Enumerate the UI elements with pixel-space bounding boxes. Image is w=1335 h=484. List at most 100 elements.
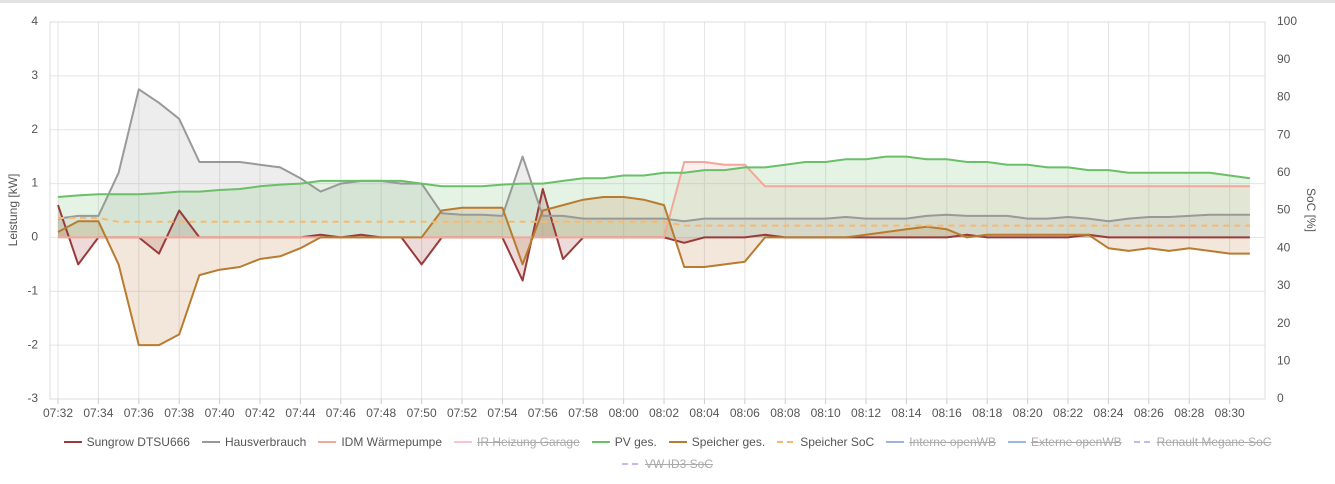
legend-item[interactable]: Hausverbrauch xyxy=(201,434,307,450)
y2-tick-label: 70 xyxy=(1277,127,1291,141)
x-tick-label: 08:08 xyxy=(770,406,800,420)
x-tick-label: 08:14 xyxy=(891,406,921,420)
area-fill xyxy=(58,162,1250,238)
legend-item[interactable]: VW ID3 SoC xyxy=(621,456,713,472)
x-tick-label: 07:50 xyxy=(407,406,437,420)
x-tick-label: 08:22 xyxy=(1053,406,1083,420)
series-line xyxy=(57,196,1250,347)
x-tick-label: 07:44 xyxy=(285,406,315,420)
chart: Leistung [kW] SoC [%] -3-2-1012340102030… xyxy=(0,0,1335,420)
legend-swatch xyxy=(777,441,796,443)
y2-tick-label: 20 xyxy=(1277,316,1291,330)
area-fill xyxy=(58,197,1250,346)
legend-swatch xyxy=(886,441,905,443)
legend-label: IR Heizung Garage xyxy=(477,435,580,449)
y-tick-label: 2 xyxy=(31,122,38,136)
area-fill xyxy=(58,156,1250,238)
y2-axis-label: SoC [%] xyxy=(1304,188,1318,232)
x-tick-label: 07:34 xyxy=(83,406,113,420)
y2-tick-label: 90 xyxy=(1277,52,1291,66)
x-tick-label: 07:32 xyxy=(43,406,73,420)
y2-tick-label: 0 xyxy=(1277,391,1284,405)
y2-tick-label: 30 xyxy=(1277,278,1291,292)
x-tick-label: 07:48 xyxy=(366,406,396,420)
x-tick-label: 07:58 xyxy=(568,406,598,420)
x-tick-label: 08:24 xyxy=(1093,406,1123,420)
y-tick-label: 0 xyxy=(31,230,38,244)
x-tick-label: 07:38 xyxy=(164,406,194,420)
legend-label: Renault Megane SoC xyxy=(1156,435,1272,449)
y2-tick-label: 50 xyxy=(1277,203,1291,217)
x-tick-label: 07:56 xyxy=(528,406,558,420)
series-line xyxy=(57,155,1251,198)
legend-label: PV ges. xyxy=(614,435,657,449)
series-line xyxy=(58,217,1250,227)
y-tick-label: -3 xyxy=(27,391,38,405)
legend: Sungrow DTSU666 Hausverbrauch IDM Wärmepum… xyxy=(40,434,1295,472)
y-tick-label: -2 xyxy=(27,337,38,351)
x-tick-label: 07:40 xyxy=(205,406,235,420)
grid xyxy=(50,21,1265,400)
legend-label: Sungrow DTSU666 xyxy=(86,435,190,449)
legend-label: Interne openWB xyxy=(909,435,996,449)
legend-item[interactable]: Externe openWB xyxy=(1007,434,1122,450)
legend-swatch xyxy=(621,463,640,465)
legend-label: Speicher SoC xyxy=(800,435,875,449)
legend-swatch xyxy=(1133,441,1152,443)
legend-item[interactable]: Interne openWB xyxy=(886,434,996,450)
legend-item[interactable]: Sungrow DTSU666 xyxy=(63,434,190,450)
legend-swatch xyxy=(318,441,337,443)
legend-label: Speicher ges. xyxy=(691,435,766,449)
y-tick-label: 1 xyxy=(31,176,38,190)
x-tick-label: 08:00 xyxy=(609,406,639,420)
legend-swatch xyxy=(201,441,220,443)
lines xyxy=(57,88,1251,347)
x-tick-label: 08:12 xyxy=(851,406,881,420)
legend-item[interactable]: IR Heizung Garage xyxy=(454,434,580,450)
x-tick-label: 08:06 xyxy=(730,406,760,420)
x-tick-label: 08:30 xyxy=(1215,406,1245,420)
area-fill xyxy=(58,89,1250,238)
legend-item[interactable]: IDM Wärmepumpe xyxy=(318,434,442,450)
areas xyxy=(58,89,1250,346)
series-line xyxy=(58,161,1250,239)
x-tick-label: 08:26 xyxy=(1134,406,1164,420)
legend-label: Hausverbrauch xyxy=(224,435,307,449)
legend-swatch xyxy=(1007,441,1026,443)
legend-item[interactable]: Renault Megane SoC xyxy=(1133,434,1272,450)
legend-item[interactable]: PV ges. xyxy=(591,434,657,450)
x-tick-label: 08:16 xyxy=(932,406,962,420)
x-tick-label: 07:42 xyxy=(245,406,275,420)
x-tick-label: 08:28 xyxy=(1174,406,1204,420)
y2-tick-label: 60 xyxy=(1277,165,1291,179)
y2-tick-label: 10 xyxy=(1277,353,1291,367)
x-tick-label: 08:18 xyxy=(972,406,1002,420)
legend-label: Externe openWB xyxy=(1030,435,1122,449)
y2-tick-label: 80 xyxy=(1277,90,1291,104)
x-tick-label: 08:20 xyxy=(1013,406,1043,420)
legend-label: VW ID3 SoC xyxy=(644,457,713,471)
x-tick-label: 07:54 xyxy=(487,406,517,420)
legend-swatch xyxy=(591,441,610,443)
legend-item[interactable]: Speicher ges. xyxy=(668,434,766,450)
legend-label: IDM Wärmepumpe xyxy=(341,435,443,449)
x-tick-label: 07:46 xyxy=(326,406,356,420)
legend-swatch xyxy=(668,441,687,443)
y-tick-label: 3 xyxy=(31,68,38,82)
y-tick-label: 4 xyxy=(31,14,38,28)
y2-tick-label: 100 xyxy=(1277,14,1297,28)
legend-swatch xyxy=(63,441,82,443)
y-axis-label: Leistung [kW] xyxy=(6,174,20,247)
top-bar xyxy=(0,0,1335,3)
y-tick-label: -1 xyxy=(27,283,38,297)
legend-item[interactable]: Speicher SoC xyxy=(777,434,874,450)
legend-swatch xyxy=(454,441,473,443)
x-tick-label: 08:02 xyxy=(649,406,679,420)
series-line xyxy=(57,88,1250,223)
x-tick-label: 07:52 xyxy=(447,406,477,420)
x-tick-label: 08:04 xyxy=(689,406,719,420)
y2-tick-label: 40 xyxy=(1277,240,1291,254)
x-tick-label: 07:36 xyxy=(124,406,154,420)
plot-area xyxy=(49,21,1266,400)
